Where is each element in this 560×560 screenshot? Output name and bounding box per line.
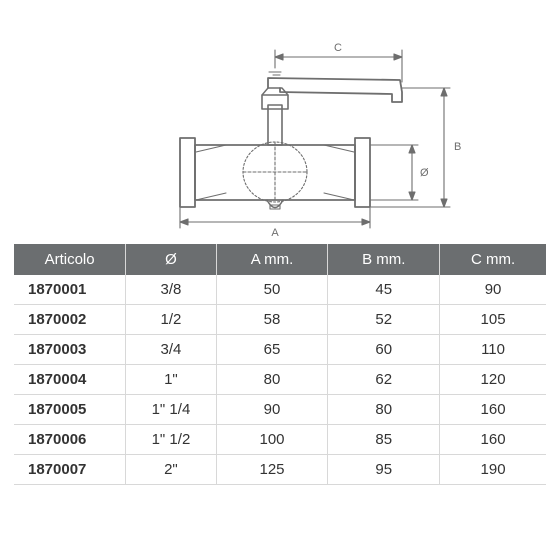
dim-label-b: B	[454, 141, 461, 153]
spec-table: Articolo Ø A mm. B mm. C mm. 1870001 3/8…	[14, 244, 546, 485]
col-articolo: Articolo	[14, 244, 126, 275]
col-b: B mm.	[328, 244, 440, 275]
dim-label-diam: Ø	[420, 167, 429, 179]
table-row: 1870006 1" 1/2 100 85 160	[14, 425, 546, 455]
col-c: C mm.	[440, 244, 546, 275]
dim-label-a: A	[271, 227, 279, 239]
page: A B Ø C Articolo Ø A mm. B mm. C mm. 187…	[0, 0, 560, 560]
technical-diagram: A B Ø C	[14, 6, 546, 244]
table-row: 1870001 3/8 50 45 90	[14, 275, 546, 305]
table-head: Articolo Ø A mm. B mm. C mm.	[14, 244, 546, 275]
table-row: 1870002 1/2 58 52 105	[14, 305, 546, 335]
table-row: 1870003 3/4 65 60 110	[14, 335, 546, 365]
col-diam: Ø	[126, 244, 216, 275]
col-a: A mm.	[216, 244, 328, 275]
table-body: 1870001 3/8 50 45 90 1870002 1/2 58 52 1…	[14, 275, 546, 485]
dim-label-c: C	[334, 42, 342, 54]
table-row: 1870005 1" 1/4 90 80 160	[14, 395, 546, 425]
table-row: 1870007 2" 125 95 190	[14, 455, 546, 485]
table-row: 1870004 1" 80 62 120	[14, 365, 546, 395]
diagram-svg: A B Ø C	[70, 10, 490, 240]
